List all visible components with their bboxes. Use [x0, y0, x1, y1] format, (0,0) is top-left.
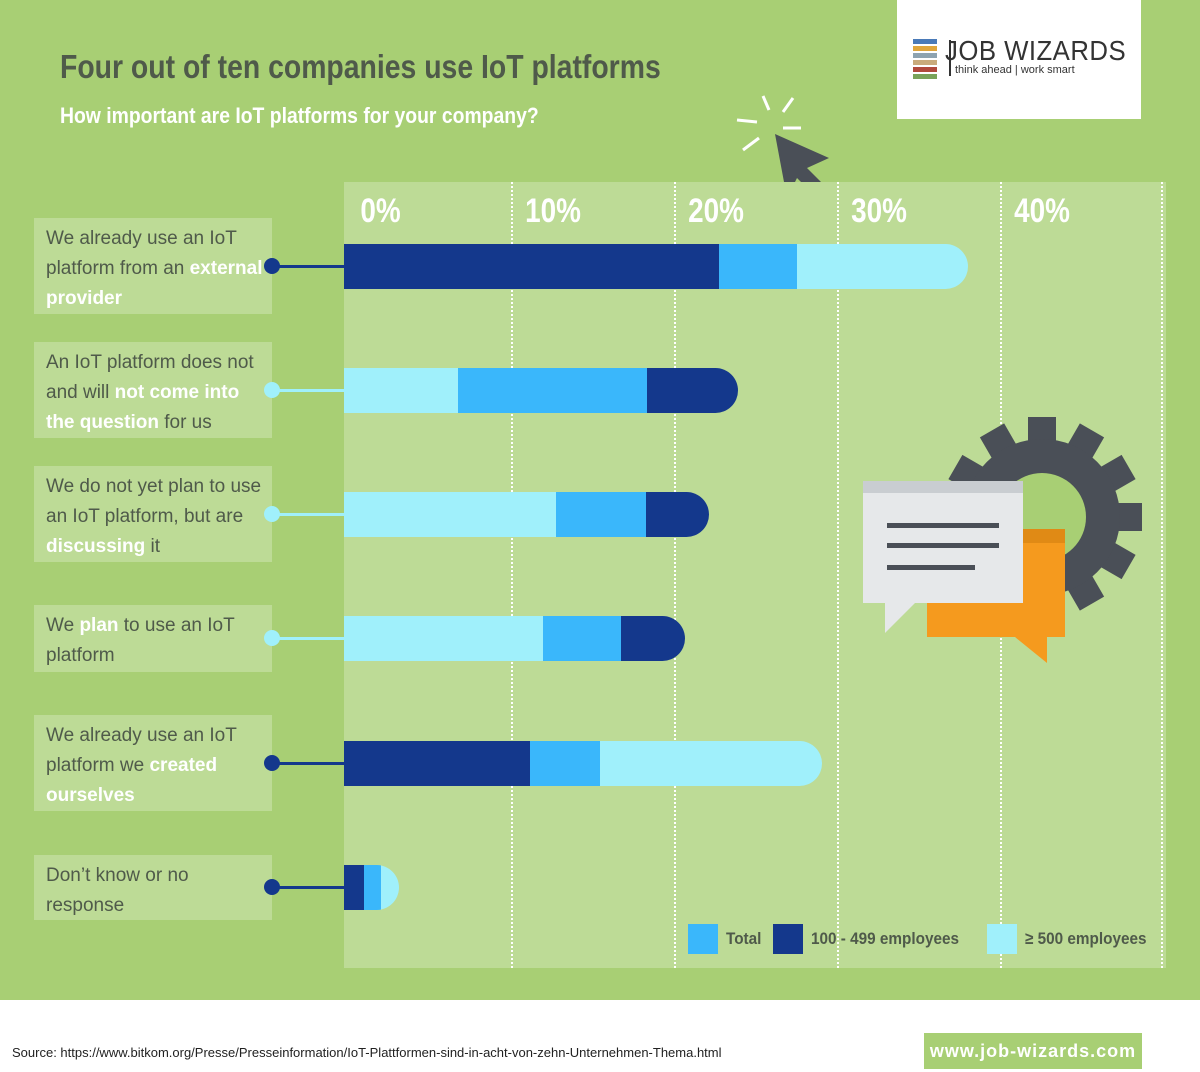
chart-title: Four out of ten companies use IoT platfo…	[60, 48, 661, 85]
bar-segment-total	[718, 244, 798, 289]
category-connector	[272, 513, 346, 516]
bar-segment-large	[344, 368, 459, 413]
bar-segment-total	[555, 492, 646, 537]
legend-item-500-plus: ≥ 500 employees	[987, 924, 1160, 954]
bar-segment-mid	[344, 244, 719, 289]
category-label-emphasis: created ourselves	[46, 755, 218, 806]
category-label-text: We already use an IoT platform from an	[46, 228, 237, 279]
logo-tagline: think ahead | work smart	[955, 64, 1075, 76]
legend-item-100-499: 100 - 499 employees	[773, 924, 975, 954]
category-connector	[272, 886, 346, 889]
category-dot	[264, 382, 280, 398]
category-label-text: An IoT platform does not and will	[46, 352, 254, 403]
category-dot	[264, 879, 280, 895]
x-tick-label: 40%	[1014, 192, 1070, 230]
x-tick-label: 30%	[851, 192, 907, 230]
category-label: We plan to use an IoT platform	[34, 604, 272, 672]
category-dot	[264, 630, 280, 646]
bar-segment-total	[542, 616, 622, 661]
stacked-bar	[344, 616, 685, 661]
logo-name: JOB WIZARDS	[945, 35, 1127, 66]
category-connector	[272, 762, 346, 765]
x-tick-label: 20%	[688, 192, 744, 230]
category-dot	[264, 258, 280, 274]
gridline	[511, 182, 513, 968]
gridline	[837, 182, 839, 968]
bar-segment-large	[344, 492, 556, 537]
legend-swatch-100-499	[773, 924, 803, 954]
bar-segment-large	[599, 741, 822, 786]
category-label-text: it	[145, 536, 161, 557]
bar-segment-total	[363, 865, 382, 910]
white-chat-bubble-icon	[863, 481, 1023, 633]
category-label: Don’t know or no response	[34, 854, 272, 920]
stacked-bar	[344, 865, 400, 910]
x-tick-label: 0%	[360, 192, 401, 230]
website-link[interactable]: www.job-wizards.com	[924, 1033, 1142, 1069]
stacked-bar	[344, 368, 739, 413]
stacked-bar	[344, 492, 710, 537]
category-connector	[272, 265, 346, 268]
legend-item-total: Total	[688, 924, 765, 954]
category-label: An IoT platform does not and will not co…	[34, 342, 272, 438]
category-label: We do not yet plan to use an IoT platfor…	[34, 466, 272, 562]
bar-segment-mid	[344, 865, 364, 910]
bar-segment-large	[344, 616, 543, 661]
gridline	[1161, 182, 1163, 968]
category-dot	[264, 506, 280, 522]
category-label-text: for us	[158, 412, 212, 433]
x-tick-label: 10%	[525, 192, 581, 230]
bar-segment-large	[381, 865, 400, 910]
legend-swatch-500-plus	[987, 924, 1017, 954]
category-label-text: We already use an IoT platform we	[46, 725, 237, 776]
category-label-text: Don’t know or no response	[46, 864, 189, 916]
bar-segment-mid	[621, 616, 685, 661]
bar-segment-total	[458, 368, 648, 413]
stacked-bar	[344, 244, 969, 289]
bar-segment-total	[529, 741, 600, 786]
bar-segment-mid	[645, 492, 710, 537]
gear-and-chat-bubbles-illustration	[863, 417, 1142, 663]
chart-subtitle: How important are IoT platforms for your…	[60, 103, 539, 128]
bar-segment-mid	[647, 368, 739, 413]
category-label-emphasis: not come into the question	[46, 382, 240, 433]
bar-segment-mid	[344, 741, 530, 786]
source-citation: Source: https://www.bitkom.org/Presse/Pr…	[12, 1045, 722, 1060]
legend-label-100-499: 100 - 499 employees	[811, 929, 960, 948]
category-label: We already use an IoT platform we create…	[34, 715, 272, 811]
category-dot	[264, 755, 280, 771]
legend-swatch-total	[688, 924, 718, 954]
category-label-emphasis: plan	[79, 614, 119, 636]
category-connector	[272, 637, 346, 640]
gridline	[674, 182, 676, 968]
category-label-text: We	[46, 614, 80, 636]
stacked-books-icon	[913, 39, 937, 81]
category-label: We already use an IoT platform from an e…	[34, 218, 272, 314]
category-label-emphasis: discussing	[46, 536, 146, 557]
bar-segment-large	[797, 244, 969, 289]
category-connector	[272, 389, 346, 392]
legend-label-total: Total	[726, 929, 762, 948]
logo-divider	[949, 40, 951, 76]
category-label-emphasis: external provider	[46, 258, 263, 309]
category-label-text: to use an IoT platform	[46, 614, 235, 666]
stacked-bar	[344, 741, 822, 786]
legend-label-500-plus: ≥ 500 employees	[1025, 929, 1147, 948]
category-label-text: We do not yet plan to use an IoT platfor…	[46, 476, 262, 527]
job-wizards-logo[interactable]: JOB WIZARDS think ahead | work smart	[897, 0, 1141, 119]
